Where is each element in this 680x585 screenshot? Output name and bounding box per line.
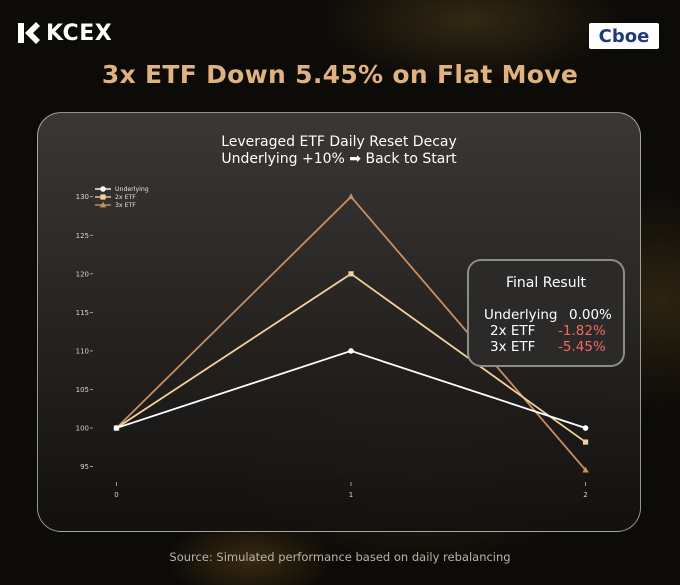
data-point bbox=[348, 348, 354, 354]
result-label-underlying: Underlying bbox=[484, 307, 558, 323]
result-value-underlying: 0.00% bbox=[569, 307, 612, 323]
data-point bbox=[113, 425, 120, 431]
data-point bbox=[582, 425, 589, 431]
cboe-logo: Cboe bbox=[589, 23, 659, 49]
data-point bbox=[347, 193, 355, 200]
logo-text: KCEX bbox=[46, 20, 113, 46]
legend-label: Underlying bbox=[115, 186, 149, 193]
final-result-box: Final Result Underlying 0.00% 2x ETF -1.… bbox=[467, 259, 625, 367]
y-tick-label: 100 bbox=[76, 425, 89, 433]
headline: 3x ETF Down 5.45% on Flat Move bbox=[101, 60, 579, 89]
result-label-2x: 2x ETF bbox=[490, 323, 536, 339]
result-value-2x: -1.82% bbox=[558, 323, 606, 339]
y-tick-label: 115 bbox=[76, 309, 89, 317]
legend-marker bbox=[100, 186, 106, 192]
cboe-logo-text: Cboe bbox=[598, 25, 650, 47]
x-tick-label: 2 bbox=[583, 491, 587, 499]
y-tick-label: 110 bbox=[76, 347, 89, 355]
axes-layer: 95 100 105 110 115 120 125 130 0 1 2 bbox=[76, 193, 588, 499]
chart-title: Leveraged ETF Daily Reset Decay bbox=[221, 134, 457, 150]
kcex-logo: KCEX bbox=[16, 20, 112, 46]
x-tick-label: 0 bbox=[114, 491, 118, 499]
data-point bbox=[582, 439, 589, 445]
legend-label: 3x ETF bbox=[115, 202, 136, 209]
x-tick-label: 1 bbox=[349, 491, 353, 499]
kcex-k-icon bbox=[18, 22, 40, 44]
series-layer bbox=[113, 193, 589, 473]
result-label-3x: 3x ETF bbox=[490, 339, 536, 355]
legend-marker bbox=[100, 194, 106, 200]
y-tick-label: 95 bbox=[80, 463, 89, 471]
legend-label: 2x ETF bbox=[115, 194, 136, 201]
data-point bbox=[582, 466, 589, 473]
y-tick-label: 105 bbox=[76, 386, 89, 394]
y-tick-label: 120 bbox=[76, 270, 89, 278]
final-result-title: Final Result bbox=[506, 275, 586, 291]
result-value-3x: -5.45% bbox=[558, 339, 606, 355]
data-point bbox=[348, 271, 354, 277]
y-tick-label: 130 bbox=[76, 193, 89, 201]
legend-marker bbox=[99, 201, 107, 208]
chart-subtitle: Underlying +10% ➡ Back to Start bbox=[221, 151, 457, 167]
source-note: Source: Simulated performance based on d… bbox=[169, 550, 511, 564]
y-tick-label: 125 bbox=[76, 232, 89, 240]
